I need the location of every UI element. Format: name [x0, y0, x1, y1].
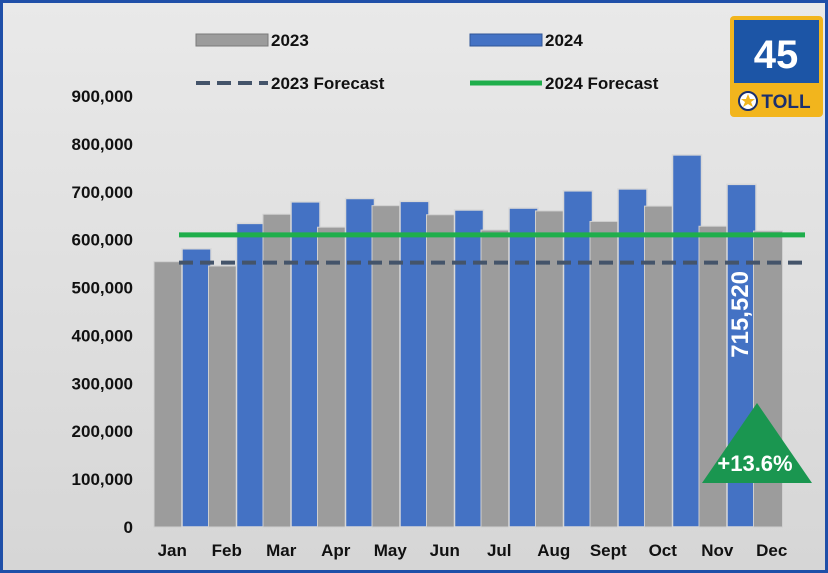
bar-2024-oct	[671, 154, 703, 528]
nov-2024-value-label: 715,520	[727, 271, 754, 358]
legend-swatch-2024	[469, 33, 543, 47]
change-indicator: +13.6%	[702, 403, 812, 483]
x-category-label: May	[374, 541, 408, 560]
route-number: 45	[754, 33, 799, 77]
y-tick-label: 900,000	[72, 87, 133, 106]
y-tick-label: 0	[124, 518, 133, 537]
ridership-chart: 0 100,000 200,000 300,000 400,000 500,000 600,…	[3, 3, 825, 570]
toll-label: TOLL	[761, 92, 811, 113]
up-triangle-icon	[702, 403, 812, 483]
y-tick-label: 300,000	[72, 374, 133, 393]
y-tick-label: 100,000	[72, 470, 133, 489]
x-category-label: Feb	[212, 541, 242, 560]
bar-2023-feb	[208, 265, 238, 528]
x-category-label: Jun	[430, 541, 460, 560]
bar-2024-feb	[235, 222, 267, 528]
bar-2024-jan	[181, 248, 212, 528]
y-tick-label: 700,000	[72, 183, 133, 202]
bar-2023-may	[371, 205, 402, 528]
change-percent-label: +13.6%	[717, 451, 792, 476]
bar-2024-jul	[508, 207, 539, 528]
legend: 2023 2024 2023 Forecast 2024 Forecast	[195, 31, 659, 93]
x-category-label: Aug	[537, 541, 570, 560]
x-axis-categories: Jan Feb Mar Apr May Jun Jul Aug Sept Oct Nov Dec	[158, 541, 788, 560]
bar-2023-mar	[262, 213, 293, 528]
y-axis-ticks: 0 100,000 200,000 300,000 400,000 500,000 600,…	[72, 87, 133, 537]
bar-2024-may	[399, 200, 430, 528]
y-tick-label: 500,000	[72, 279, 133, 298]
bar-2024-apr	[344, 197, 376, 528]
bar-2024-jun	[453, 209, 485, 528]
bar-2023-jun	[426, 214, 456, 528]
y-tick-label: 800,000	[72, 135, 133, 154]
x-category-label: Dec	[756, 541, 787, 560]
bar-2023-sept	[589, 220, 620, 528]
legend-label-2023-forecast: 2023 Forecast	[271, 74, 385, 93]
bar-2023-oct	[644, 205, 674, 528]
x-category-label: Mar	[266, 541, 297, 560]
legend-label-2023: 2023	[271, 31, 309, 50]
bar-2023-apr	[317, 226, 347, 528]
x-category-label: Sept	[590, 541, 627, 560]
x-category-label: Jan	[158, 541, 187, 560]
bar-2024-sept	[617, 188, 648, 528]
x-category-label: Oct	[649, 541, 678, 560]
legend-label-2024: 2024	[545, 31, 583, 50]
legend-swatch-2023	[195, 33, 269, 47]
y-tick-label: 600,000	[72, 231, 133, 250]
x-category-label: Nov	[701, 541, 734, 560]
bar-2024-aug	[562, 190, 594, 528]
y-tick-label: 400,000	[72, 326, 133, 345]
bar-2023-aug	[535, 210, 565, 528]
forecast-lines-group	[179, 232, 805, 265]
bar-2024-mar	[290, 201, 321, 528]
bar-2023-jul	[480, 229, 511, 528]
bar-2023-jan	[153, 261, 184, 528]
x-category-label: Apr	[321, 541, 351, 560]
y-tick-label: 200,000	[72, 422, 133, 441]
x-category-label: Jul	[487, 541, 512, 560]
legend-label-2024-forecast: 2024 Forecast	[545, 74, 659, 93]
route-45-toll-shield-icon: 45 TOLL	[730, 16, 823, 117]
